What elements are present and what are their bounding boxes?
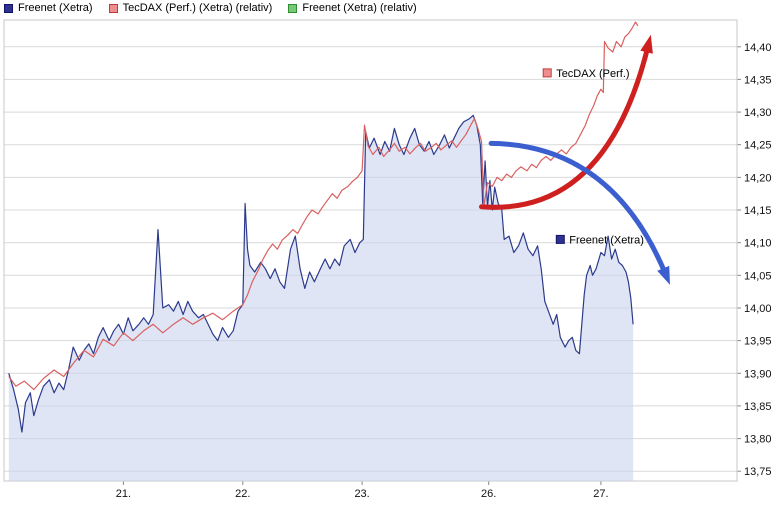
y-axis-label: 13,95	[744, 336, 772, 348]
annotation-text: Freenet (Xetra)	[569, 234, 644, 246]
x-axis-label: 26.	[481, 488, 496, 500]
legend-item-freenet-relative: Freenet (Xetra) (relativ)	[288, 2, 417, 14]
y-axis-label: 14,10	[744, 238, 772, 250]
legend-swatch-tecdax-icon	[108, 3, 118, 13]
y-axis-label: 14,15	[744, 205, 772, 217]
legend-label-freenet-relative: Freenet (Xetra) (relativ)	[302, 2, 417, 14]
legend-item-tecdax-relative: TecDAX (Perf.) (Xetra) (relativ)	[108, 2, 273, 14]
y-axis-label: 14,00	[744, 303, 772, 315]
annotation-swatch-icon	[542, 68, 552, 78]
annotation-label: Freenet (Xetra)	[555, 234, 644, 246]
y-axis-label: 13,85	[744, 401, 772, 413]
y-axis-label: 14,05	[744, 270, 772, 282]
x-axis-label: 27.	[593, 488, 608, 500]
freenet-line	[8, 114, 634, 433]
legend-swatch-freenet-icon	[4, 3, 13, 13]
x-axis-label: 23.	[354, 488, 369, 500]
y-axis-label: 14,20	[744, 172, 772, 184]
y-axis-label: 14,35	[744, 74, 772, 86]
freenet-area	[8, 115, 634, 482]
freenet-down-arrow-icon	[488, 140, 671, 285]
annotation-text: TecDAX (Perf.)	[556, 68, 629, 80]
tecdax-line	[8, 21, 639, 391]
y-axis-label: 13,90	[744, 368, 772, 380]
annotation-label: TecDAX (Perf.)	[542, 68, 630, 80]
y-axis-label: 14,25	[744, 140, 772, 152]
y-axis-label: 13,80	[744, 434, 772, 446]
x-axis-label: 21.	[116, 488, 131, 500]
y-axis-label: 14,30	[744, 107, 772, 119]
y-axis-label: 13,75	[744, 466, 772, 478]
y-axis-label: 14,40	[744, 42, 772, 54]
x-axis-label: 22.	[235, 488, 250, 500]
annotation-swatch-icon	[555, 234, 565, 244]
legend-item-freenet: Freenet (Xetra)	[4, 2, 93, 14]
legend-swatch-freenet-relative-icon	[288, 3, 298, 13]
legend-label-tecdax-relative: TecDAX (Perf.) (Xetra) (relativ)	[122, 2, 273, 14]
legend-label-freenet: Freenet (Xetra)	[18, 2, 93, 14]
chart-legend: Freenet (Xetra) TecDAX (Perf.) (Xetra) (…	[4, 2, 417, 14]
